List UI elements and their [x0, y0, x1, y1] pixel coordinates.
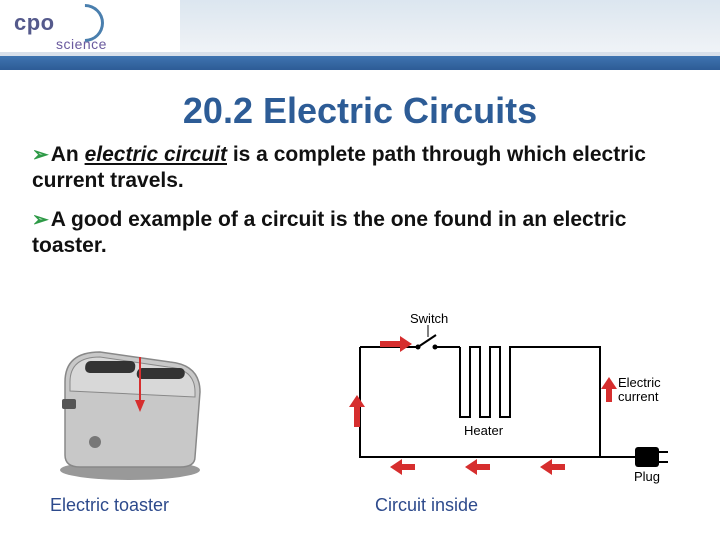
toaster-illustration	[40, 327, 220, 492]
logo: cpo science	[14, 10, 55, 36]
diagram-area: Electric toaster Switch Heater	[0, 302, 720, 522]
circuit-svg: Switch Heater Electric current	[340, 307, 670, 487]
circuit-diagram: Switch Heater Electric current	[340, 307, 670, 492]
slide-title: 20.2 Electric Circuits	[0, 90, 720, 132]
bullet-1-term: electric circuit	[85, 143, 227, 166]
header: cpo science	[0, 0, 720, 78]
bullet-2: ➢A good example of a circuit is the one …	[32, 207, 688, 260]
plug-label: Plug	[634, 469, 660, 484]
switch-label: Switch	[410, 311, 448, 326]
logo-science-text: science	[56, 36, 107, 52]
bullet-1: ➢An electric circuit is a complete path …	[32, 142, 688, 195]
content-area: ➢An electric circuit is a complete path …	[0, 132, 720, 259]
bullet-1-pre: An	[51, 143, 85, 166]
bullet-2-text: A good example of a circuit is the one f…	[32, 208, 626, 257]
toaster-label: Electric toaster	[50, 495, 169, 516]
bullet-arrow-icon: ➢	[32, 143, 49, 168]
toaster-svg	[40, 327, 220, 487]
circuit-label: Circuit inside	[375, 495, 478, 516]
current-label-1: Electric	[618, 375, 661, 390]
heater-label: Heater	[464, 423, 504, 438]
bullet-arrow-icon: ➢	[32, 208, 49, 233]
current-label-2: current	[618, 389, 659, 404]
logo-cpo-text: cpo	[14, 10, 55, 35]
header-bar	[0, 56, 720, 70]
